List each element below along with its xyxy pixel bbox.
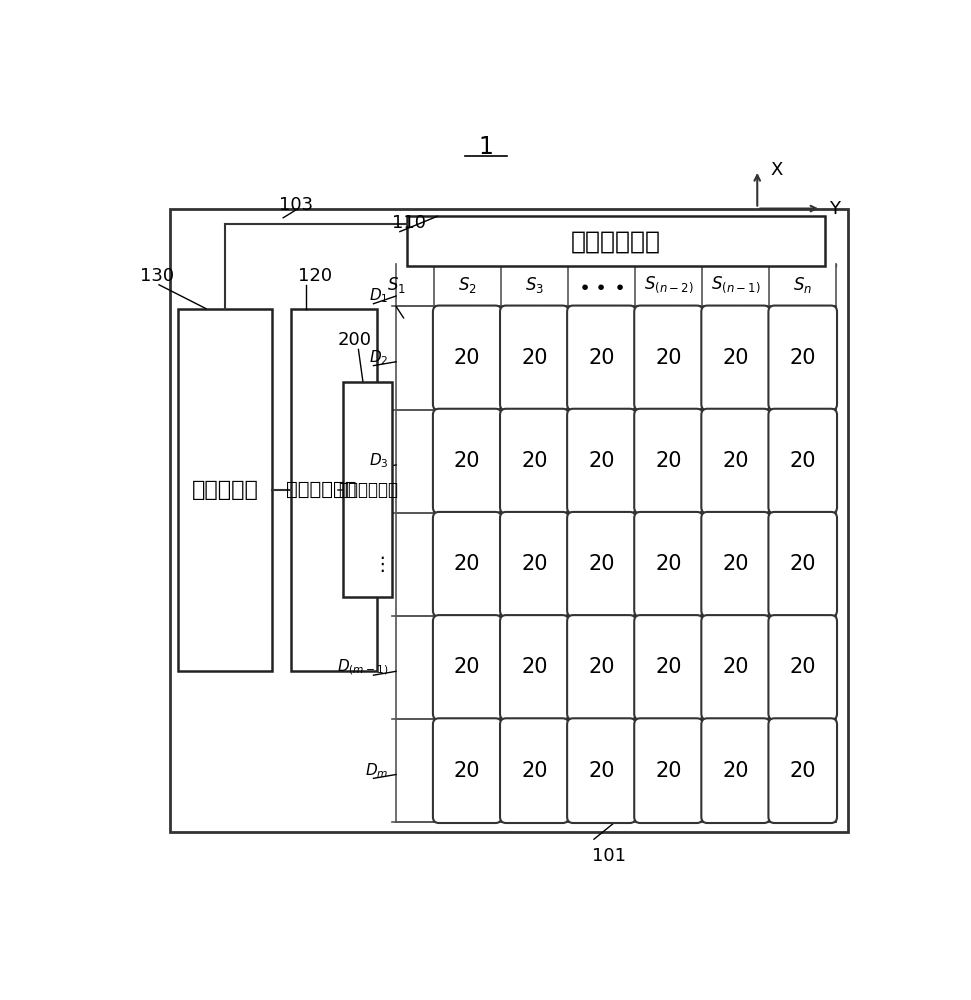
Bar: [290, 309, 378, 671]
Text: 20: 20: [588, 761, 615, 781]
Text: 103: 103: [280, 196, 314, 214]
Text: 101: 101: [592, 847, 626, 865]
Text: 200: 200: [338, 331, 372, 349]
Text: 110: 110: [392, 214, 426, 232]
Text: 扫描驱动电路: 扫描驱动电路: [571, 229, 661, 253]
Text: 20: 20: [722, 761, 749, 781]
FancyBboxPatch shape: [500, 718, 569, 823]
Text: $S_1$: $S_1$: [386, 275, 406, 295]
Text: 20: 20: [789, 554, 816, 574]
Text: 20: 20: [722, 451, 749, 471]
Text: 130: 130: [140, 267, 175, 285]
Text: $D_1$: $D_1$: [369, 287, 388, 305]
Text: 120: 120: [298, 267, 332, 285]
Text: 20: 20: [521, 761, 548, 781]
FancyBboxPatch shape: [433, 306, 502, 410]
Text: 20: 20: [454, 761, 481, 781]
Text: 20: 20: [521, 657, 548, 677]
Text: 电平转换电路: 电平转换电路: [338, 481, 398, 499]
Text: 20: 20: [789, 657, 816, 677]
Text: 20: 20: [454, 451, 481, 471]
Text: 20: 20: [454, 348, 481, 368]
FancyBboxPatch shape: [634, 512, 703, 617]
Text: $D_{(m-1)}$: $D_{(m-1)}$: [337, 658, 388, 677]
Text: 20: 20: [588, 554, 615, 574]
Bar: [170, 209, 848, 832]
Text: 时序控制器: 时序控制器: [191, 480, 258, 500]
Text: 20: 20: [722, 657, 749, 677]
Text: 数据驱动电路: 数据驱动电路: [285, 480, 356, 499]
Text: 20: 20: [655, 554, 682, 574]
Text: $S_2$: $S_2$: [457, 275, 477, 295]
Text: 20: 20: [588, 451, 615, 471]
Text: 20: 20: [454, 657, 481, 677]
Text: 20: 20: [655, 348, 682, 368]
Text: Y: Y: [829, 200, 840, 218]
Text: $D_3$: $D_3$: [369, 452, 388, 470]
FancyBboxPatch shape: [433, 615, 502, 720]
Bar: [434, 306, 836, 822]
Text: $D_2$: $D_2$: [369, 349, 388, 367]
Bar: [344, 382, 392, 597]
Text: 1: 1: [479, 135, 494, 159]
Text: $S_3$: $S_3$: [524, 275, 544, 295]
Text: 20: 20: [655, 451, 682, 471]
Bar: [408, 216, 825, 266]
Text: 20: 20: [521, 554, 548, 574]
FancyBboxPatch shape: [701, 718, 770, 823]
Text: 20: 20: [588, 348, 615, 368]
Text: 20: 20: [789, 761, 816, 781]
Text: 20: 20: [789, 348, 816, 368]
Text: 20: 20: [722, 348, 749, 368]
FancyBboxPatch shape: [768, 306, 837, 410]
Text: $D_m$: $D_m$: [365, 761, 388, 780]
Text: 20: 20: [521, 348, 548, 368]
Text: $\bullet\bullet\bullet$: $\bullet\bullet\bullet$: [578, 276, 624, 295]
Text: $S_n$: $S_n$: [793, 275, 813, 295]
FancyBboxPatch shape: [567, 718, 636, 823]
Text: $\vdots$: $\vdots$: [372, 554, 385, 574]
FancyBboxPatch shape: [634, 306, 703, 410]
FancyBboxPatch shape: [567, 512, 636, 617]
FancyBboxPatch shape: [567, 409, 636, 513]
Bar: [178, 309, 272, 671]
Text: 20: 20: [655, 761, 682, 781]
FancyBboxPatch shape: [433, 718, 502, 823]
FancyBboxPatch shape: [768, 409, 837, 513]
Text: 20: 20: [521, 451, 548, 471]
FancyBboxPatch shape: [567, 615, 636, 720]
FancyBboxPatch shape: [701, 512, 770, 617]
FancyBboxPatch shape: [768, 718, 837, 823]
FancyBboxPatch shape: [768, 512, 837, 617]
FancyBboxPatch shape: [500, 306, 569, 410]
FancyBboxPatch shape: [433, 512, 502, 617]
FancyBboxPatch shape: [500, 409, 569, 513]
Text: $S_{(n-1)}$: $S_{(n-1)}$: [711, 275, 760, 295]
Text: 20: 20: [588, 657, 615, 677]
FancyBboxPatch shape: [701, 409, 770, 513]
FancyBboxPatch shape: [634, 718, 703, 823]
FancyBboxPatch shape: [500, 615, 569, 720]
FancyBboxPatch shape: [701, 615, 770, 720]
Text: $S_{(n-2)}$: $S_{(n-2)}$: [644, 275, 693, 295]
FancyBboxPatch shape: [634, 409, 703, 513]
FancyBboxPatch shape: [701, 306, 770, 410]
Text: 20: 20: [454, 554, 481, 574]
FancyBboxPatch shape: [567, 306, 636, 410]
Text: X: X: [771, 161, 784, 179]
FancyBboxPatch shape: [634, 615, 703, 720]
FancyBboxPatch shape: [500, 512, 569, 617]
Text: 20: 20: [789, 451, 816, 471]
FancyBboxPatch shape: [768, 615, 837, 720]
FancyBboxPatch shape: [433, 409, 502, 513]
Text: 20: 20: [722, 554, 749, 574]
Text: 20: 20: [655, 657, 682, 677]
